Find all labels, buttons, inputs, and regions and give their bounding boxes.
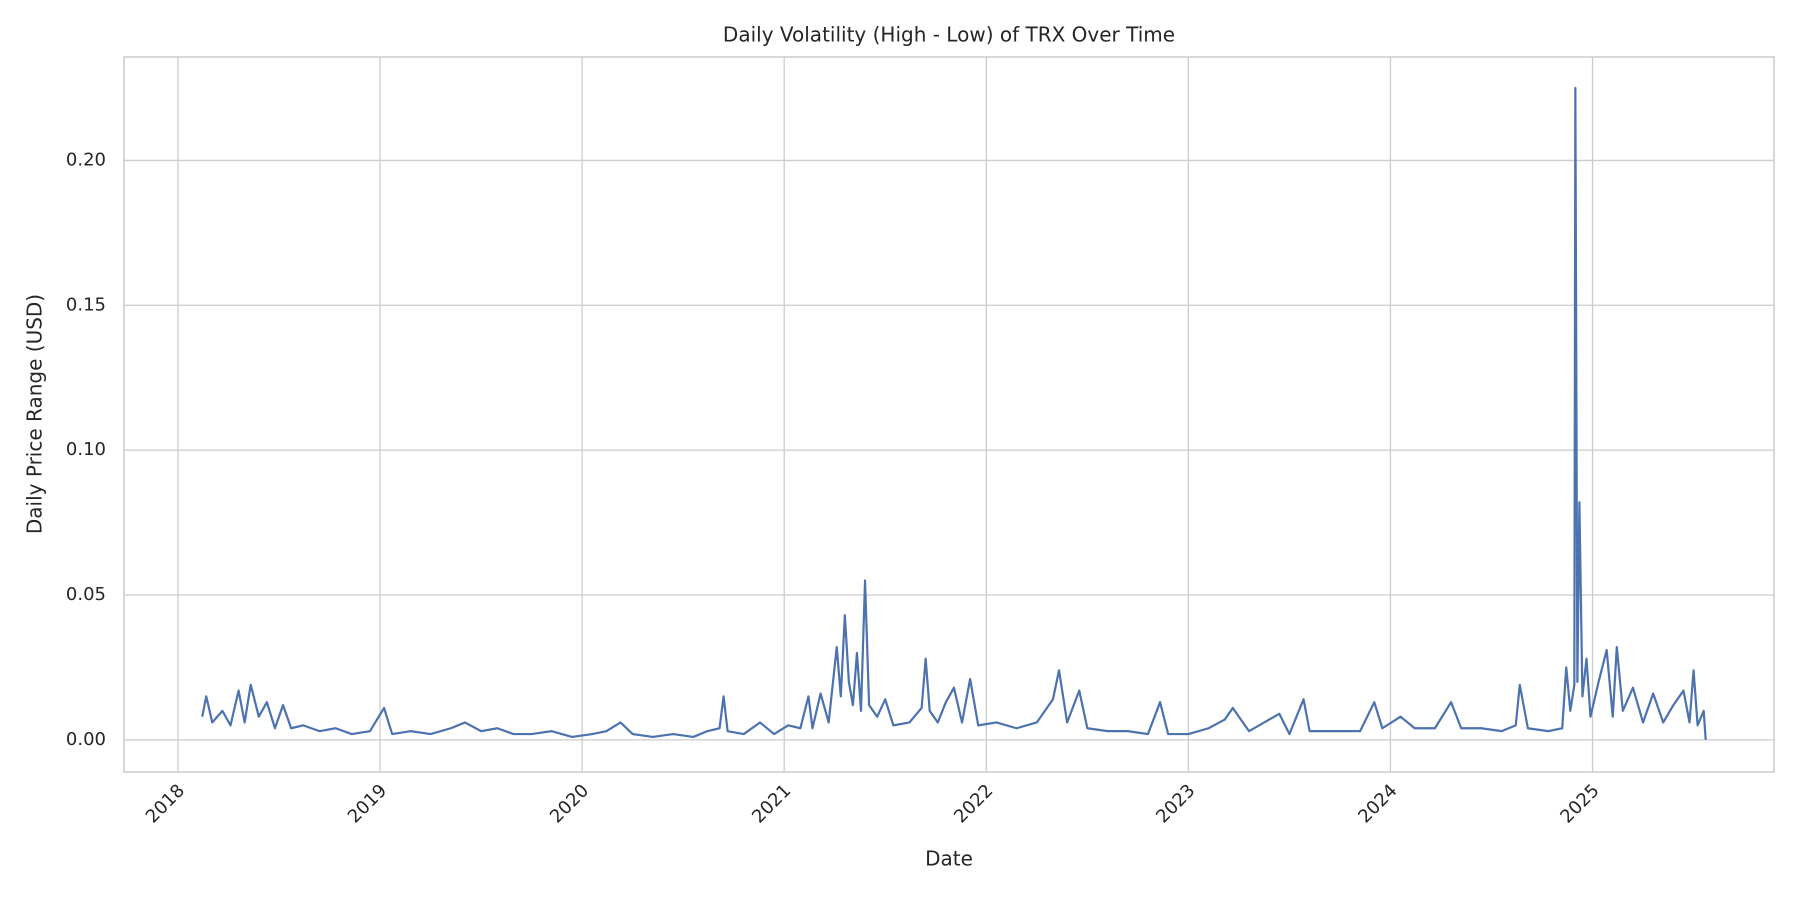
data-line [201, 86, 1707, 740]
x-tick-label: 2020 [546, 780, 593, 827]
y-tick-label: 0.05 [66, 584, 106, 605]
y-tick-label: 0.00 [66, 729, 106, 750]
chart-title: Daily Volatility (High - Low) of TRX Ove… [723, 23, 1175, 47]
x-tick-label: 2023 [1152, 780, 1199, 827]
y-tick-label: 0.10 [66, 439, 106, 460]
x-tick-label: 2019 [344, 780, 391, 827]
x-axis-label: Date [925, 847, 973, 871]
y-tick-label: 0.15 [66, 294, 106, 315]
x-tick-label: 2022 [950, 780, 997, 827]
y-axis-label: Daily Price Range (USD) [23, 294, 47, 534]
x-tick-label: 2024 [1354, 780, 1401, 827]
y-tick-label: 0.20 [66, 149, 106, 170]
x-tick-label: 2021 [748, 780, 795, 827]
x-tick-label: 2025 [1556, 780, 1603, 827]
plot-frame [123, 56, 1775, 773]
x-tick-label: 2018 [142, 780, 189, 827]
